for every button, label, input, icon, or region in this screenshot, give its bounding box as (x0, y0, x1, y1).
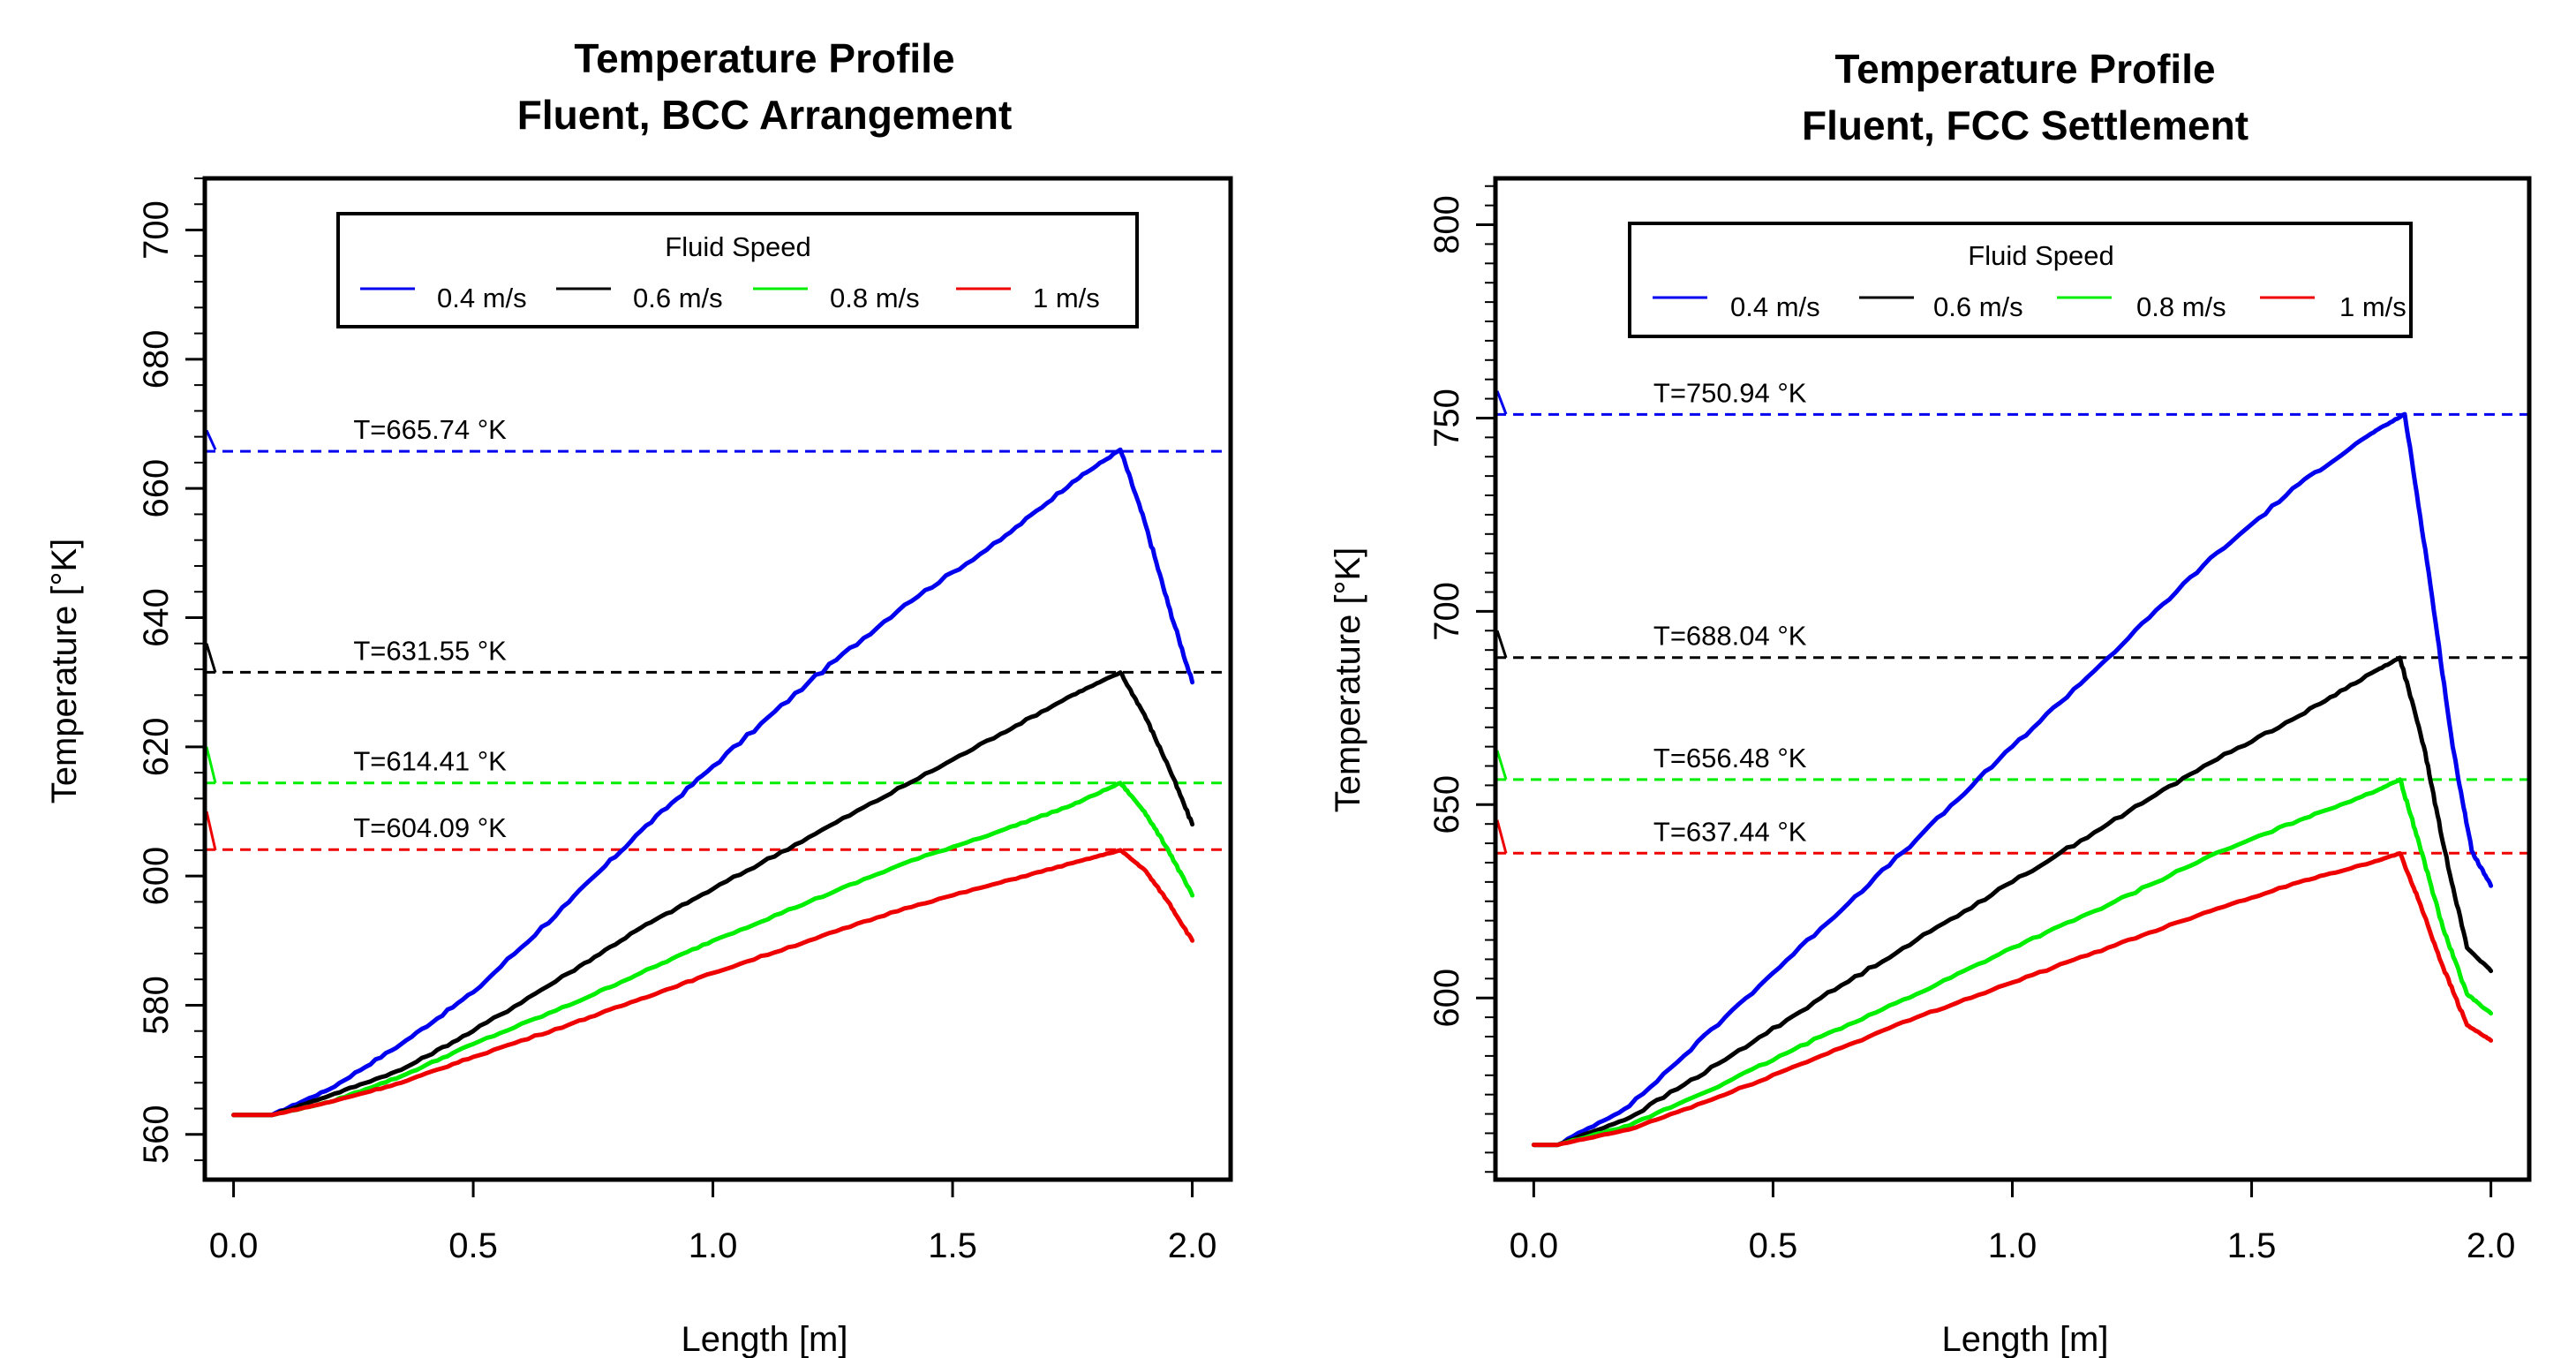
annotation-fcc-3: T=637.44 °K (1653, 816, 1807, 847)
y-tick-label-bcc-4: 640 (137, 588, 176, 647)
series-line-fcc-1 (1531, 655, 2494, 1148)
legend-title-fcc: Fluid Speed (1968, 240, 2113, 271)
x-tick-label-bcc-2: 1.0 (689, 1226, 738, 1265)
legend-box-bcc (336, 212, 1139, 328)
x-tick-label-bcc-4: 2.0 (1168, 1226, 1217, 1265)
annotation-bcc-3: T=604.09 °K (353, 812, 507, 843)
legend-entry-fcc-3: 1 m/s (2339, 291, 2407, 322)
edge-mark-bcc-0 (205, 429, 217, 450)
x-tick-label-fcc-1: 0.5 (1749, 1226, 1798, 1265)
x-tick-label-bcc-1: 0.5 (448, 1226, 498, 1265)
series-line-fcc-0 (1531, 411, 2494, 1148)
y-tick-label-bcc-5: 660 (137, 459, 176, 518)
x-tick-label-fcc-4: 2.0 (2467, 1226, 2516, 1265)
y-tick-label-bcc-2: 600 (137, 847, 176, 906)
chart-panel-fcc: Temperature Profile Fluent, FCC Settleme… (1329, 46, 2532, 1358)
legend-box-fcc (1628, 222, 2413, 338)
y-tick-label-fcc-3: 750 (1427, 389, 1466, 448)
x-axis-label-fcc: Length [m] (1941, 1320, 2108, 1358)
chart-title-bcc: Temperature Profile (574, 35, 954, 81)
legend-entry-fcc-0: 0.4 m/s (1730, 291, 1820, 322)
y-tick-label-bcc-6: 680 (137, 329, 176, 389)
annotation-bcc-2: T=614.41 °K (353, 746, 507, 777)
chart-subtitle-bcc: Fluent, BCC Arrangement (517, 92, 1013, 138)
edge-mark-bcc-1 (205, 643, 217, 674)
legend-title-bcc: Fluid Speed (665, 231, 810, 262)
y-tick-label-bcc-1: 580 (137, 976, 176, 1035)
legend-entry-bcc-1: 0.6 m/s (633, 283, 723, 313)
y-tick-label-fcc-0: 600 (1427, 969, 1466, 1028)
series-line-fcc-2 (1531, 777, 2494, 1148)
y-tick-label-bcc-7: 700 (137, 200, 176, 260)
plot-area-fcc: T=750.94 °K T=688.04 °K T=656.48 °K T=637.4… (1427, 176, 2532, 1265)
edge-mark-bcc-2 (205, 746, 217, 784)
chart-title-fcc: Temperature Profile (1834, 46, 2215, 92)
plot-area-bcc: T=665.74 °K T=631.55 °K T=614.41 °K T=604.0… (137, 176, 1233, 1265)
plot-frame-bcc (202, 176, 1233, 1182)
legend-entry-bcc-2: 0.8 m/s (830, 283, 920, 313)
y-axis-label-fcc: Temperature [°K] (1329, 547, 1367, 813)
legend-bcc: Fluid Speed 0.4 m/s 0.6 m/s 0.8 m/s 1 m/… (336, 212, 1139, 328)
legend-entry-bcc-0: 0.4 m/s (437, 283, 527, 313)
edge-mark-fcc-1 (1495, 630, 1508, 659)
series-line-bcc-3 (231, 848, 1195, 1118)
annotation-bcc-1: T=631.55 °K (353, 635, 507, 666)
chart-subtitle-fcc: Fluent, FCC Settlement (1802, 102, 2248, 148)
edge-mark-fcc-2 (1495, 750, 1508, 781)
annotation-fcc-1: T=688.04 °K (1653, 621, 1807, 652)
x-tick-label-fcc-0: 0.0 (1510, 1226, 1559, 1265)
legend-fcc: Fluid Speed 0.4 m/s 0.6 m/s 0.8 m/s 1 m/… (1628, 222, 2413, 338)
legend-entry-bcc-3: 1 m/s (1033, 283, 1100, 313)
x-tick-label-fcc-3: 1.5 (2227, 1226, 2277, 1265)
series-line-fcc-3 (1531, 851, 2494, 1148)
annotation-fcc-2: T=656.48 °K (1653, 743, 1807, 773)
chart-panel-bcc: Temperature Profile Fluent, BCC Arrangem… (45, 35, 1233, 1358)
edge-mark-bcc-3 (205, 811, 217, 851)
x-axis-label-bcc: Length [m] (681, 1320, 847, 1358)
y-tick-label-fcc-2: 700 (1427, 582, 1466, 641)
annotation-bcc-0: T=665.74 °K (353, 414, 507, 445)
series-line-bcc-0 (231, 447, 1195, 1118)
y-tick-label-bcc-0: 560 (137, 1105, 176, 1164)
edge-mark-fcc-3 (1495, 819, 1508, 854)
y-tick-label-fcc-4: 800 (1427, 195, 1466, 254)
x-tick-label-fcc-2: 1.0 (1988, 1226, 2037, 1265)
series-line-bcc-1 (231, 670, 1195, 1118)
x-tick-label-bcc-0: 0.0 (209, 1226, 259, 1265)
x-tick-label-bcc-3: 1.5 (928, 1226, 977, 1265)
y-axis-label-bcc: Temperature [°K] (45, 539, 84, 804)
series-line-bcc-2 (231, 781, 1195, 1118)
edge-mark-fcc-0 (1495, 390, 1508, 415)
y-tick-label-bcc-3: 620 (137, 717, 176, 776)
annotation-fcc-0: T=750.94 °K (1653, 377, 1807, 408)
y-tick-label-fcc-1: 650 (1427, 775, 1466, 834)
legend-entry-fcc-2: 0.8 m/s (2136, 291, 2226, 322)
legend-entry-fcc-1: 0.6 m/s (1933, 291, 2023, 322)
